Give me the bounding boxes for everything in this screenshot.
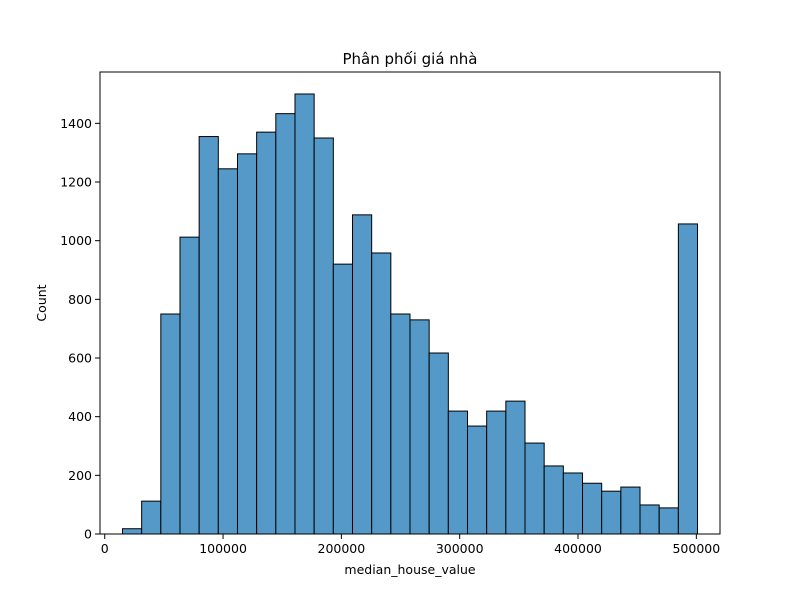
x-tick-label: 200000 xyxy=(318,541,366,556)
y-axis-label: Count xyxy=(34,284,49,321)
histogram-bar xyxy=(524,442,545,535)
y-tick-label: 600 xyxy=(68,351,92,366)
histogram-bar xyxy=(505,400,526,535)
histogram-bar xyxy=(428,352,449,535)
y-axis-ticks: 0 200 400 600 800 1000 1200 1400 xyxy=(60,116,100,542)
histogram-bar xyxy=(121,528,143,535)
x-tick-label: 0 xyxy=(101,541,109,556)
histogram-bar xyxy=(639,504,660,535)
bars-group xyxy=(121,93,699,535)
x-axis-label: median_house_value xyxy=(344,562,476,577)
y-tick-label: 400 xyxy=(68,409,92,424)
histogram-bar xyxy=(562,472,584,535)
histogram-bar xyxy=(294,93,315,535)
x-tick-label: 300000 xyxy=(436,541,484,556)
histogram-bar xyxy=(409,319,430,535)
histogram-bar xyxy=(486,410,507,535)
histogram-bar xyxy=(582,482,603,535)
histogram-bar xyxy=(179,236,200,535)
histogram-bar xyxy=(543,465,564,535)
histogram-bar xyxy=(141,500,162,535)
y-tick-label: 1200 xyxy=(60,175,92,190)
histogram-bar xyxy=(351,214,373,535)
y-tick-label: 1000 xyxy=(60,233,92,248)
x-tick-label: 500000 xyxy=(672,541,720,556)
y-tick-label: 1400 xyxy=(60,116,92,131)
histogram-bar xyxy=(256,131,277,535)
x-tick-label: 100000 xyxy=(199,541,247,556)
y-tick-label: 0 xyxy=(84,527,92,542)
histogram-bar xyxy=(313,137,334,535)
histogram-bar xyxy=(447,410,469,535)
histogram-bar xyxy=(390,313,411,535)
histogram-bar xyxy=(601,490,622,535)
x-tick-label: 400000 xyxy=(554,541,602,556)
y-tick-label: 800 xyxy=(68,292,92,307)
histogram-bar xyxy=(160,313,181,535)
chart-title: Phân phối giá nhà xyxy=(342,50,477,68)
histogram-bar xyxy=(198,136,219,535)
histogram-bar xyxy=(620,486,641,535)
histogram-bar xyxy=(467,425,488,535)
histogram-bar xyxy=(236,153,258,535)
y-tick-label: 200 xyxy=(68,468,92,483)
axes-frame xyxy=(99,71,721,535)
x-axis-ticks: 0 100000 200000 300000 400000 500000 xyxy=(101,534,720,556)
histogram-bar xyxy=(217,168,238,535)
histogram-bar xyxy=(658,507,679,535)
histogram-bar xyxy=(677,223,699,535)
histogram-bar xyxy=(332,263,353,535)
histogram-bar xyxy=(371,252,392,535)
histogram-bar xyxy=(275,113,296,535)
